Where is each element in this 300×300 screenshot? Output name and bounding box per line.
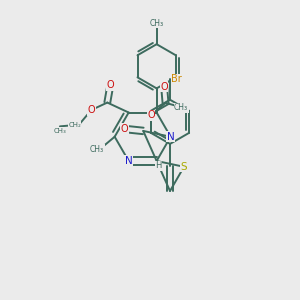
Text: O: O <box>147 110 155 120</box>
Text: CH₃: CH₃ <box>174 103 188 112</box>
Text: CH₂: CH₂ <box>68 122 81 128</box>
Text: O: O <box>106 80 114 90</box>
Text: CH₃: CH₃ <box>150 19 164 28</box>
Text: CH₃: CH₃ <box>53 128 66 134</box>
Text: H: H <box>156 161 162 170</box>
Text: S: S <box>181 162 187 172</box>
Text: CH₃: CH₃ <box>90 145 104 154</box>
Text: N: N <box>125 156 133 166</box>
Text: O: O <box>88 105 95 115</box>
Text: O: O <box>160 82 168 92</box>
Text: O: O <box>120 124 128 134</box>
Text: Br: Br <box>171 74 182 84</box>
Text: N: N <box>167 132 175 142</box>
